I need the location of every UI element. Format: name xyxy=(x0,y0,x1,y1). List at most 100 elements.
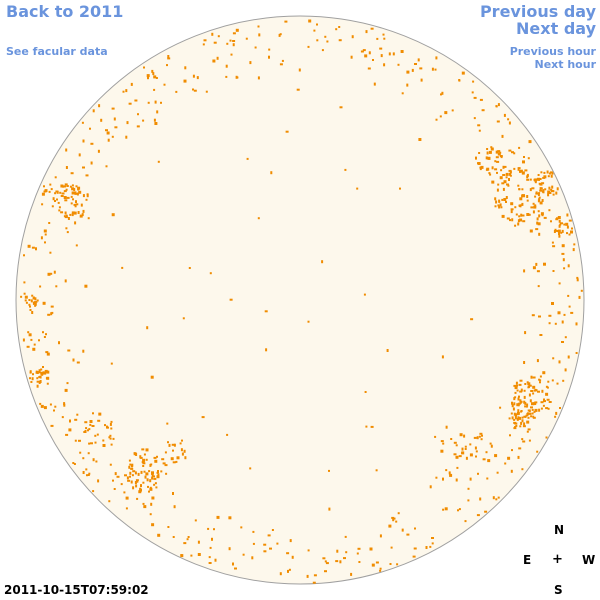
facula-point xyxy=(86,194,89,198)
facula-point xyxy=(576,276,579,279)
facula-point xyxy=(486,477,489,480)
facula-point xyxy=(154,459,158,463)
facula-point xyxy=(528,439,531,442)
facula-point xyxy=(98,104,101,108)
facula-point xyxy=(357,547,361,550)
facula-point xyxy=(279,63,283,66)
facula-point xyxy=(228,547,231,551)
facula-point xyxy=(580,289,583,292)
facula-point xyxy=(34,297,37,301)
facula-point xyxy=(571,227,573,230)
facula-point xyxy=(74,205,77,208)
facula-point xyxy=(435,476,438,479)
facula-point xyxy=(517,404,520,407)
facula-point xyxy=(568,305,571,308)
facula-point xyxy=(140,488,142,492)
facula-point xyxy=(435,118,438,121)
facula-point xyxy=(96,433,99,436)
facula-point xyxy=(35,247,37,251)
facula-point xyxy=(401,528,404,532)
facula-point xyxy=(85,198,88,201)
facula-point xyxy=(78,190,82,194)
facula-point xyxy=(109,434,112,437)
facula-point xyxy=(519,379,523,382)
facula-point xyxy=(475,455,477,458)
facula-point xyxy=(499,155,503,157)
facula-point xyxy=(257,25,260,28)
facula-point xyxy=(143,505,147,509)
facula-point xyxy=(559,223,562,226)
facula-point xyxy=(36,377,39,380)
facula-point xyxy=(528,384,532,387)
facula-point xyxy=(543,262,546,266)
facula-point xyxy=(31,311,34,314)
facula-point xyxy=(29,377,31,380)
facula-point xyxy=(411,68,414,72)
facula-point xyxy=(78,153,81,157)
facula-point xyxy=(558,234,561,238)
facula-point xyxy=(156,475,160,479)
facula-point xyxy=(141,461,145,464)
facula-point xyxy=(232,562,234,566)
facula-point xyxy=(537,193,540,196)
facula-point xyxy=(516,417,519,421)
facula-point xyxy=(496,160,500,163)
facula-point xyxy=(578,295,581,299)
facula-point xyxy=(143,470,146,473)
facula-point xyxy=(175,90,178,93)
facula-point xyxy=(98,412,102,416)
facula-point xyxy=(532,415,535,418)
facula-point xyxy=(229,39,232,42)
facula-point xyxy=(82,139,85,143)
previous-hour-link[interactable]: Previous hour xyxy=(509,45,596,58)
facula-point xyxy=(523,400,526,404)
facula-point xyxy=(514,422,517,425)
facula-point xyxy=(276,542,279,545)
facula-point xyxy=(532,266,536,270)
facula-point xyxy=(539,381,541,384)
facula-point xyxy=(510,469,513,473)
facula-point xyxy=(441,355,444,359)
facula-point xyxy=(507,118,510,121)
facula-point xyxy=(514,206,517,209)
back-to-year-link[interactable]: Back to 2011 xyxy=(6,2,124,21)
next-hour-link[interactable]: Next hour xyxy=(534,58,597,71)
facula-point xyxy=(322,557,326,560)
facula-point xyxy=(157,533,161,537)
facula-point xyxy=(524,169,528,172)
facula-point xyxy=(68,428,72,432)
facula-point xyxy=(61,416,64,419)
facula-point xyxy=(440,93,442,96)
facula-point xyxy=(485,451,488,454)
facula-point xyxy=(264,310,268,313)
facula-point xyxy=(509,219,511,222)
facula-point xyxy=(548,401,552,403)
facula-point xyxy=(140,470,143,474)
facula-point xyxy=(126,476,129,480)
facula-point xyxy=(533,178,536,181)
facula-point xyxy=(217,35,220,38)
facula-point xyxy=(69,185,72,188)
facula-point xyxy=(130,82,133,86)
facula-point xyxy=(95,460,98,463)
facula-point xyxy=(298,68,301,72)
facula-point xyxy=(308,19,312,23)
facula-point xyxy=(458,455,462,458)
facula-point xyxy=(540,212,544,216)
facula-point xyxy=(538,315,541,318)
facula-point xyxy=(216,515,220,519)
facula-point xyxy=(345,551,348,554)
facula-point xyxy=(145,472,149,476)
see-facular-data-link[interactable]: See facular data xyxy=(6,45,108,58)
facula-point xyxy=(45,333,47,336)
previous-day-link[interactable]: Previous day xyxy=(479,2,596,21)
facula-point xyxy=(77,188,80,191)
facula-point xyxy=(529,229,533,233)
facula-point xyxy=(350,572,353,576)
facula-point xyxy=(518,188,521,191)
facula-point xyxy=(151,472,154,474)
facula-point xyxy=(108,500,111,503)
next-day-link[interactable]: Next day xyxy=(516,19,596,38)
facula-point xyxy=(82,457,85,460)
facula-point xyxy=(548,322,551,325)
